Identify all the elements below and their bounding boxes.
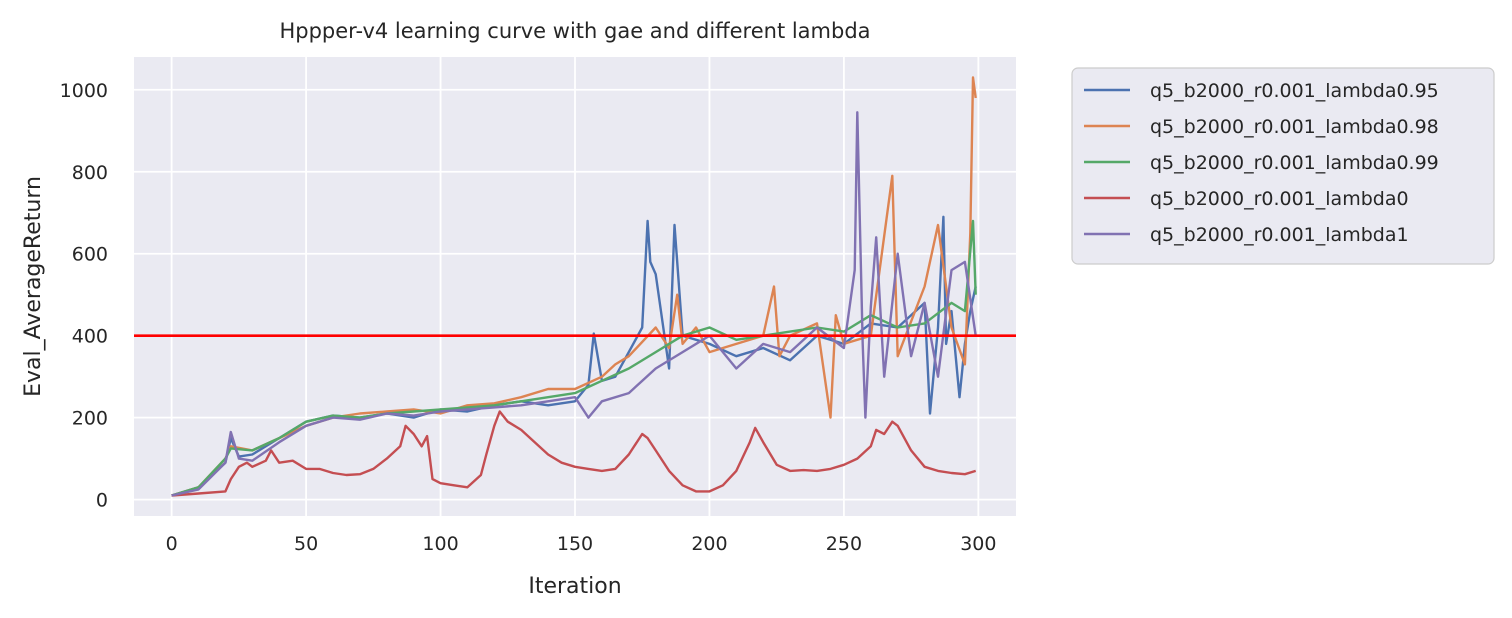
series-line-3: [171, 410, 977, 497]
series-line-2: [171, 219, 977, 497]
y-tick-labels: 0 200 400 600 800 1000: [60, 80, 108, 512]
x-tick-label: 300: [960, 533, 996, 555]
chart-title: Hppper-v4 learning curve with gae and di…: [279, 19, 870, 43]
y-axis-label: Eval_AverageReturn: [21, 176, 46, 397]
y-tick-label: 600: [72, 244, 108, 266]
series-line-4: [171, 111, 977, 497]
x-tick-label: 150: [557, 533, 593, 555]
y-tick-label: 0: [96, 490, 108, 512]
x-tick-label: 200: [691, 533, 727, 555]
legend-box: [1071, 67, 1495, 265]
x-tick-label: 50: [294, 533, 318, 555]
legend: q5_b2000_r0.001_lambda0.95 q5_b2000_r0.00…: [1071, 67, 1495, 265]
y-tick-label: 1000: [60, 80, 108, 102]
series-lines: [171, 76, 977, 497]
x-tick-label: 250: [826, 533, 862, 555]
legend-entry: q5_b2000_r0.001_lambda1: [1150, 224, 1409, 246]
legend-entry: q5_b2000_r0.001_lambda0.98: [1150, 116, 1439, 138]
x-tick-label: 100: [422, 533, 458, 555]
legend-entry: q5_b2000_r0.001_lambda0.95: [1150, 80, 1439, 102]
y-tick-label: 800: [72, 162, 108, 184]
x-axis-label: Iteration: [528, 574, 621, 599]
y-tick-label: 400: [72, 326, 108, 348]
legend-entry: q5_b2000_r0.001_lambda0: [1150, 188, 1409, 210]
x-tick-label: 0: [166, 533, 178, 555]
legend-entry: q5_b2000_r0.001_lambda0.99: [1150, 152, 1439, 174]
y-tick-label: 200: [72, 408, 108, 430]
x-tick-labels: 0 50 100 150 200 250 300: [166, 533, 997, 555]
